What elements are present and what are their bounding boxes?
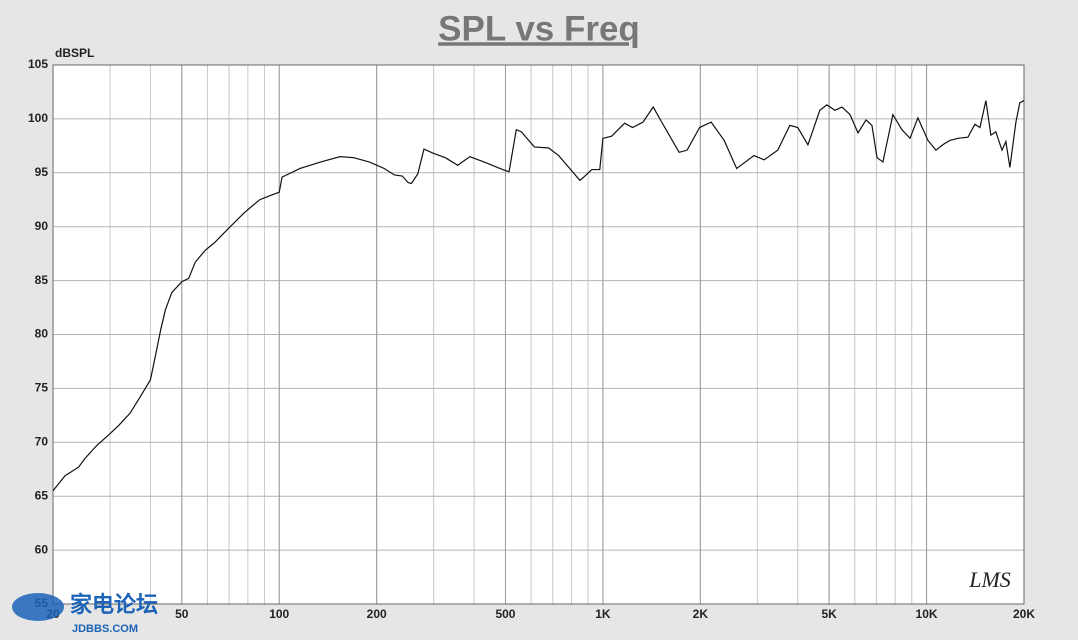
x-tick-label: 20K (1013, 607, 1035, 621)
x-tick-label: 500 (495, 607, 515, 621)
y-tick-label: 60 (35, 542, 49, 556)
watermark-text: 家电论坛 (70, 592, 158, 617)
watermark: 家电论坛 JDBBS.COM (12, 592, 158, 635)
x-tick-label: 2K (693, 607, 709, 621)
y-tick-label: 65 (35, 488, 49, 502)
x-tick-label: 1K (595, 607, 611, 621)
x-tick-label: 10K (916, 607, 938, 621)
y-tick-label: 70 (35, 434, 49, 448)
x-tick-label: 50 (175, 607, 189, 621)
spl-curve (52, 100, 1025, 492)
y-tick-label: 80 (35, 327, 49, 341)
y-tick-label: 90 (35, 219, 49, 233)
y-tick-label: 100 (28, 111, 48, 125)
y-tick-label: 105 (28, 57, 48, 71)
plot-border (52, 64, 1025, 605)
logo-annotation: LMS (968, 567, 1011, 592)
y-axis-label: dBSPL (55, 46, 94, 60)
watermark-url: JDBBS.COM (72, 623, 138, 635)
x-tick-label: 200 (367, 607, 387, 621)
y-tick-label: 95 (35, 165, 49, 179)
y-tick-label: 85 (35, 273, 49, 287)
chart-title: SPL vs Freq (438, 9, 640, 48)
watermark-logo (12, 593, 64, 621)
x-tick-label: 5K (821, 607, 837, 621)
x-tick-label: 100 (269, 607, 289, 621)
y-tick-label: 75 (35, 381, 49, 395)
